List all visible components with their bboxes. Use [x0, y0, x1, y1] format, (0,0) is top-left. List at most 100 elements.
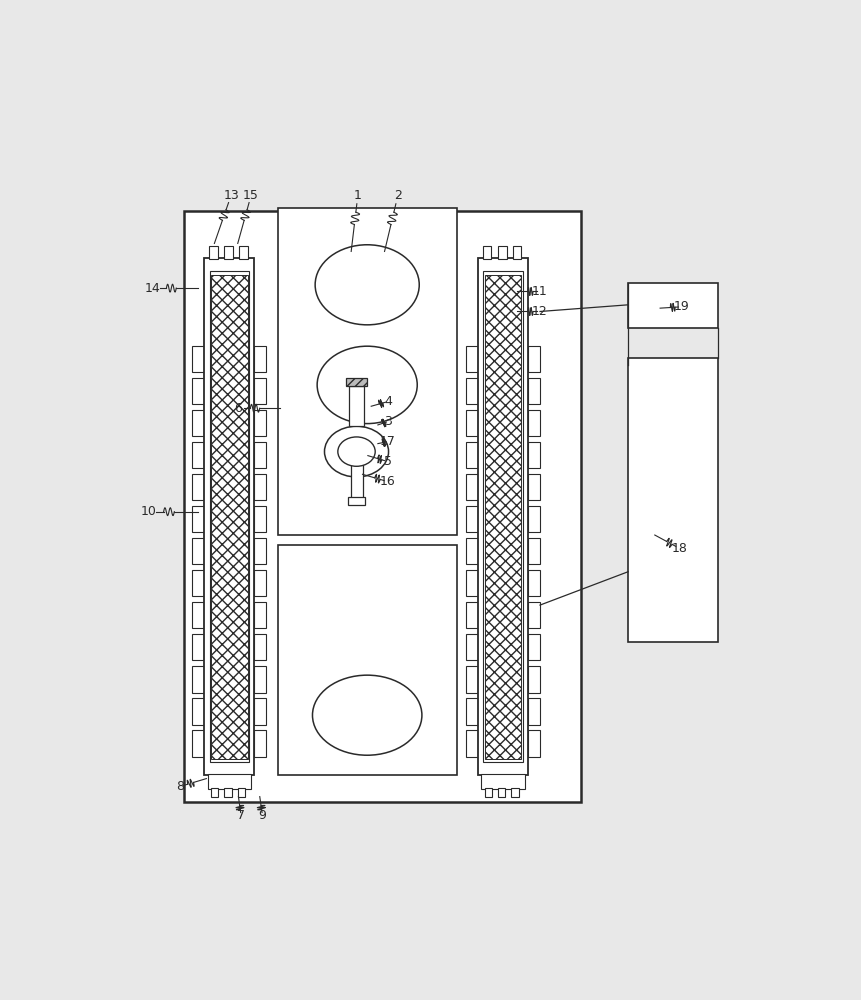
Bar [208, 774, 251, 789]
Bar [528, 698, 540, 725]
Bar [528, 410, 540, 436]
Bar [255, 698, 266, 725]
Text: 16: 16 [380, 475, 396, 488]
Bar [485, 788, 492, 797]
Text: 7: 7 [237, 809, 245, 822]
Bar [528, 602, 540, 628]
Bar [192, 538, 204, 564]
Bar [204, 258, 254, 775]
Text: 9: 9 [258, 809, 266, 822]
Bar [483, 246, 492, 259]
Bar [466, 442, 478, 468]
Text: 11: 11 [532, 285, 548, 298]
Bar [478, 258, 528, 775]
Bar [346, 378, 367, 386]
Bar [528, 506, 540, 532]
Bar [466, 666, 478, 693]
Bar [350, 461, 362, 498]
Bar [255, 378, 266, 404]
Bar [211, 275, 248, 759]
Bar [209, 246, 218, 259]
Bar [192, 698, 204, 725]
Bar [255, 570, 266, 596]
Bar [528, 442, 540, 468]
Bar [192, 410, 204, 436]
Bar [466, 730, 478, 757]
Ellipse shape [315, 245, 419, 325]
Bar [483, 271, 523, 762]
Bar [192, 666, 204, 693]
Bar [512, 246, 522, 259]
Bar [528, 666, 540, 693]
Bar [184, 211, 581, 802]
Ellipse shape [313, 675, 422, 755]
Bar [255, 474, 266, 500]
Bar [255, 442, 266, 468]
Bar [481, 774, 524, 789]
Bar [498, 788, 505, 797]
Text: 12: 12 [532, 305, 548, 318]
Bar [511, 788, 518, 797]
Bar [629, 358, 718, 642]
Text: 10: 10 [141, 505, 157, 518]
Bar [466, 698, 478, 725]
Bar [255, 410, 266, 436]
Bar [238, 788, 245, 797]
Bar [192, 378, 204, 404]
Text: 18: 18 [672, 542, 687, 555]
Text: 13: 13 [223, 189, 239, 202]
Text: 17: 17 [380, 435, 396, 448]
Bar [192, 442, 204, 468]
Bar [528, 474, 540, 500]
Bar [485, 275, 522, 759]
Ellipse shape [338, 437, 375, 466]
Text: 6: 6 [234, 402, 242, 415]
Bar [466, 346, 478, 372]
Bar [278, 545, 456, 775]
Bar [528, 730, 540, 757]
Bar [192, 506, 204, 532]
Bar [466, 410, 478, 436]
Bar [255, 506, 266, 532]
Text: 4: 4 [384, 395, 392, 408]
Bar [192, 474, 204, 500]
Bar [192, 346, 204, 372]
Bar [348, 497, 365, 505]
Bar [528, 538, 540, 564]
Text: 2: 2 [394, 189, 402, 202]
Bar [192, 730, 204, 757]
Bar [466, 474, 478, 500]
Bar [211, 788, 219, 797]
Bar [466, 570, 478, 596]
Bar [466, 634, 478, 660]
Bar [225, 246, 233, 259]
Bar [225, 788, 232, 797]
Bar [255, 346, 266, 372]
Bar [210, 271, 249, 762]
Text: 8: 8 [176, 780, 183, 793]
Text: 14: 14 [146, 282, 161, 295]
Bar [466, 602, 478, 628]
Bar [528, 346, 540, 372]
Bar [528, 570, 540, 596]
Bar [528, 634, 540, 660]
Text: 15: 15 [243, 189, 259, 202]
Bar [239, 246, 248, 259]
Bar [466, 506, 478, 532]
Bar [192, 634, 204, 660]
Text: 3: 3 [384, 415, 392, 428]
Bar [255, 634, 266, 660]
Bar [192, 570, 204, 596]
Bar [255, 538, 266, 564]
Bar [278, 208, 456, 535]
Bar [629, 283, 718, 328]
Text: 5: 5 [384, 455, 392, 468]
Text: 19: 19 [673, 300, 690, 313]
Bar [466, 538, 478, 564]
Ellipse shape [325, 426, 388, 477]
Bar [255, 730, 266, 757]
Text: 1: 1 [354, 189, 362, 202]
Bar [255, 666, 266, 693]
Bar [528, 378, 540, 404]
Bar [350, 386, 364, 426]
